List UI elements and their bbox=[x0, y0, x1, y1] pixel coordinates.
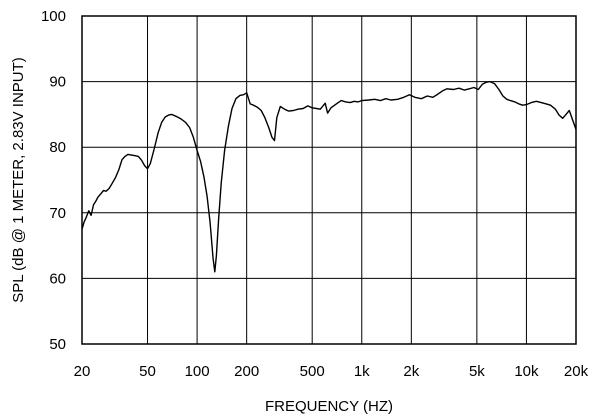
x-tick-label: 10k bbox=[514, 363, 539, 380]
y-axis-title: SPL (dB @ 1 METER, 2.83V INPUT) bbox=[10, 57, 27, 303]
y-tick-label: 70 bbox=[49, 205, 66, 222]
y-tick-label: 80 bbox=[49, 139, 66, 156]
y-tick-label: 100 bbox=[41, 8, 66, 25]
y-tick-label: 50 bbox=[49, 336, 66, 353]
x-tick-label: 50 bbox=[139, 363, 156, 380]
x-axis-title: FREQUENCY (HZ) bbox=[265, 398, 393, 415]
x-tick-label: 500 bbox=[300, 363, 325, 380]
gridlines bbox=[81, 15, 577, 345]
x-tick-label: 2k bbox=[403, 363, 419, 380]
x-tick-label: 20k bbox=[564, 363, 589, 380]
plot-frame bbox=[81, 15, 577, 345]
x-tick-label: 5k bbox=[469, 363, 485, 380]
x-tick-labels: 20 50 100 200 500 1k 2k 5k 10k 20k bbox=[74, 363, 589, 380]
x-tick-label: 200 bbox=[234, 363, 259, 380]
x-tick-label: 100 bbox=[185, 363, 210, 380]
y-tick-label: 60 bbox=[49, 270, 66, 287]
y-tick-label: 90 bbox=[49, 74, 66, 91]
y-tick-labels: 50 60 70 80 90 100 bbox=[41, 8, 66, 353]
x-tick-label: 1k bbox=[354, 363, 370, 380]
spl-response-curve bbox=[81, 80, 577, 273]
x-tick-label: 20 bbox=[74, 363, 91, 380]
